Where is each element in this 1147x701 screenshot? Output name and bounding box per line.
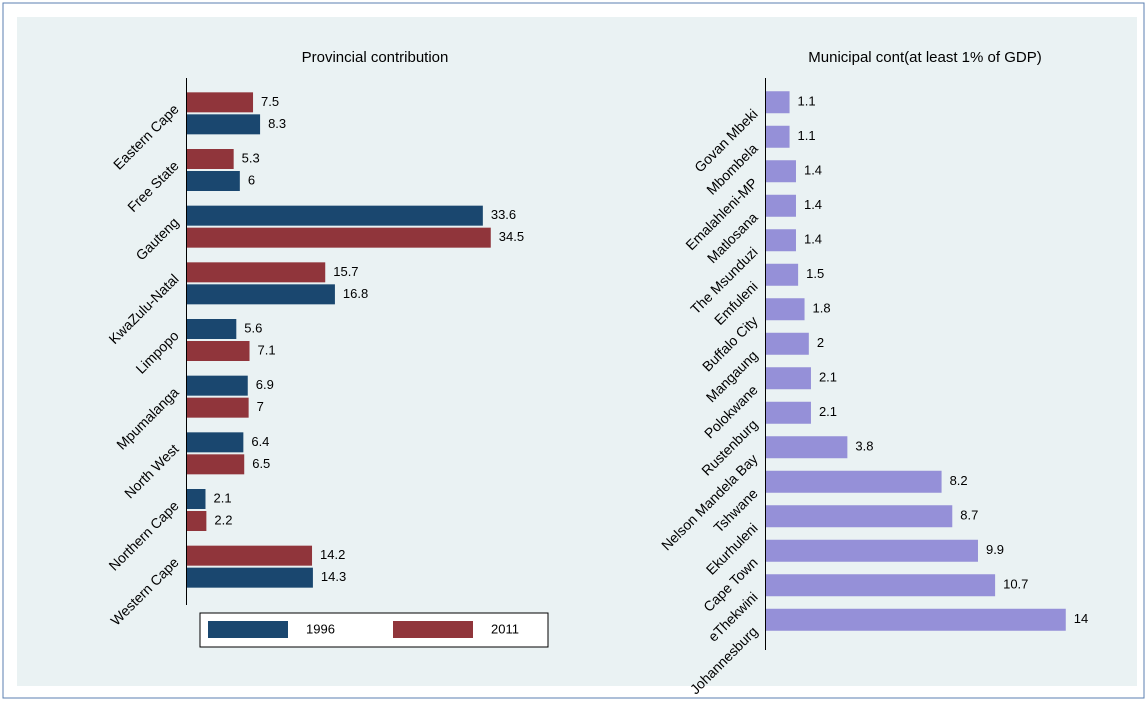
value-label: 10.7 — [1003, 577, 1028, 592]
value-label: 1.1 — [798, 128, 816, 143]
bar — [766, 505, 953, 528]
value-label: 7.5 — [261, 94, 279, 109]
bar — [766, 298, 805, 321]
legend-swatch — [393, 621, 473, 638]
bar — [766, 539, 978, 562]
legend-swatch — [208, 621, 288, 638]
value-label: 1.1 — [798, 94, 816, 109]
bar — [766, 229, 796, 252]
bar — [766, 367, 811, 390]
bar — [187, 397, 249, 418]
bar — [766, 332, 809, 355]
value-label: 14.3 — [321, 569, 346, 584]
bar — [187, 489, 206, 509]
bar — [766, 401, 811, 424]
legend-label: 1996 — [306, 621, 335, 636]
bar — [187, 205, 483, 226]
value-label: 14 — [1074, 611, 1088, 626]
value-label: 33.6 — [491, 207, 516, 222]
value-label: 1.4 — [804, 197, 822, 212]
bar — [766, 160, 796, 183]
bar — [187, 284, 335, 305]
bar — [187, 341, 250, 361]
bar — [187, 432, 244, 453]
value-label: 6.4 — [251, 434, 269, 449]
value-label: 5.6 — [244, 320, 262, 335]
value-label: 2.1 — [819, 404, 837, 419]
bar — [766, 574, 996, 597]
value-label: 1.4 — [804, 232, 822, 247]
value-label: 8.3 — [268, 116, 286, 131]
bar — [187, 511, 207, 531]
bar — [766, 608, 1066, 631]
bar — [766, 125, 790, 148]
legend-label: 2011 — [491, 621, 519, 636]
bar — [766, 263, 799, 286]
bar — [187, 227, 491, 248]
value-label: 5.3 — [242, 150, 260, 165]
value-label: 1.8 — [813, 301, 831, 316]
value-label: 7.1 — [258, 342, 276, 357]
bar — [766, 91, 790, 114]
bar — [187, 545, 313, 566]
value-label: 16.8 — [343, 286, 368, 301]
bar — [766, 470, 942, 493]
bar — [187, 262, 326, 283]
value-label: 6 — [248, 172, 255, 187]
bar — [187, 171, 240, 191]
value-label: 7 — [257, 399, 264, 414]
value-label: 6.9 — [256, 377, 274, 392]
bar — [187, 567, 313, 588]
legend-box — [199, 612, 549, 648]
bar — [187, 149, 234, 169]
value-label: 2 — [817, 335, 824, 350]
value-label: 2.1 — [213, 490, 231, 505]
value-label: 8.7 — [960, 508, 978, 523]
value-label: 1.5 — [806, 266, 824, 281]
bar — [187, 319, 237, 339]
bar — [766, 436, 848, 459]
value-label: 14.2 — [320, 547, 345, 562]
value-label: 15.7 — [333, 264, 358, 279]
value-label: 34.5 — [499, 229, 524, 244]
value-label: 3.8 — [855, 439, 873, 454]
value-label: 2.2 — [214, 512, 232, 527]
bar — [187, 454, 245, 475]
chart-title: Municipal cont(at least 1% of GDP) — [808, 49, 1041, 66]
value-label: 2.1 — [819, 370, 837, 385]
bar — [766, 194, 796, 217]
value-label: 8.2 — [950, 473, 968, 488]
value-label: 9.9 — [986, 542, 1004, 557]
chart-title: Provincial contribution — [302, 49, 449, 66]
bar — [187, 114, 261, 135]
bar — [187, 92, 254, 113]
value-label: 1.4 — [804, 163, 822, 178]
value-label: 6.5 — [252, 456, 270, 471]
bar — [187, 375, 248, 396]
